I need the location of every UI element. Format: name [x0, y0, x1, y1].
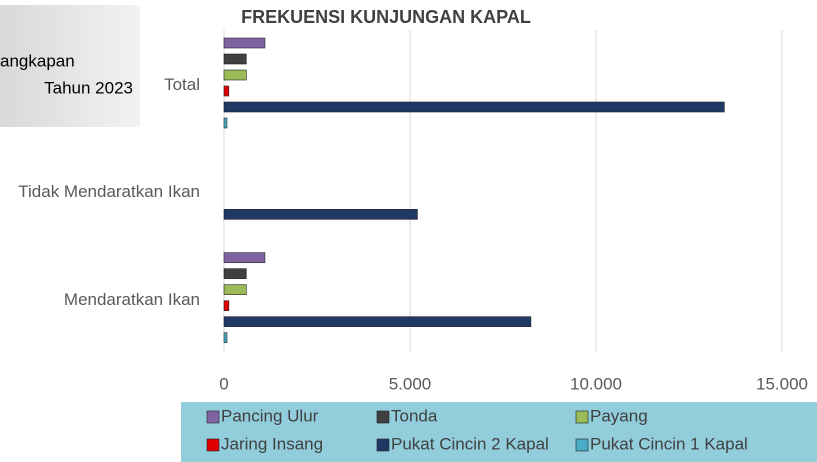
- x-tick-label: 0: [219, 374, 228, 393]
- bar: [223, 316, 532, 327]
- legend-swatch: [575, 410, 589, 424]
- x-tick-label: 10.000: [570, 374, 622, 393]
- bar: [223, 268, 247, 279]
- y-tick-label: Total: [164, 75, 200, 94]
- x-tick-label: 5.000: [389, 374, 432, 393]
- legend-swatch: [206, 438, 220, 452]
- legend-label: Tonda: [391, 406, 438, 425]
- y-tick-label: Tidak Mendaratkan Ikan: [18, 182, 200, 202]
- side-text: Tahun 2023: [44, 78, 133, 97]
- x-tick-label: 15.000: [756, 374, 808, 393]
- legend-swatch: [575, 438, 589, 452]
- legend-swatch: [376, 438, 390, 452]
- legend-swatch: [206, 410, 220, 424]
- bar: [223, 101, 725, 113]
- bar: [223, 300, 230, 311]
- bar: [223, 85, 230, 97]
- bar: [223, 284, 247, 295]
- bar: [223, 252, 266, 263]
- y-tick-label: Mendaratkan Ikan: [63, 289, 200, 309]
- bar: [223, 69, 247, 81]
- legend-label: Pancing Ulur: [221, 406, 319, 425]
- legend-swatch: [376, 410, 390, 424]
- legend-label: Jaring Insang: [221, 434, 323, 453]
- bar: [223, 37, 266, 49]
- bar: [223, 209, 418, 220]
- legend-label: Pukat Cincin 1 Kapal: [590, 434, 748, 453]
- bar: [223, 117, 228, 129]
- legend-label: Pukat Cincin 2 Kapal: [391, 434, 549, 453]
- legend-box: [181, 402, 817, 462]
- side-text: angkapan: [0, 51, 75, 70]
- bar: [223, 53, 247, 65]
- side-box: [0, 5, 140, 127]
- legend-label: Payang: [590, 406, 648, 425]
- chart-title: FREKUENSI KUNJUNGAN KAPAL: [241, 7, 531, 27]
- bar: [223, 332, 228, 343]
